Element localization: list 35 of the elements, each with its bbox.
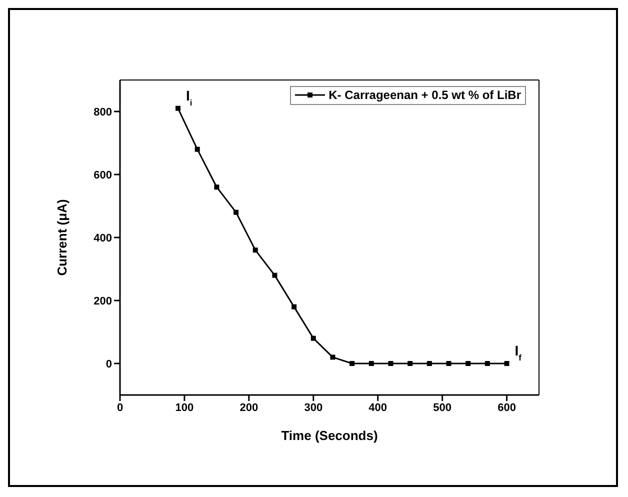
point xyxy=(484,361,490,366)
point xyxy=(466,361,471,366)
point xyxy=(446,361,452,366)
legend-label: K- Carrageenan + 0.5 wt % of LiBr xyxy=(328,88,521,102)
point xyxy=(368,361,374,366)
point xyxy=(214,184,220,190)
point xyxy=(176,106,181,111)
point xyxy=(426,361,432,366)
point xyxy=(330,354,336,360)
x-tick-label: 200 xyxy=(240,402,258,414)
point xyxy=(408,361,413,366)
x-tick-label: 500 xyxy=(433,402,452,414)
x-axis-title: Time (Seconds) xyxy=(281,428,378,443)
point xyxy=(194,146,200,152)
x-tick-label: 100 xyxy=(175,402,194,414)
y-tick-label: 400 xyxy=(94,232,112,244)
point xyxy=(252,248,258,253)
x-tick-label: 600 xyxy=(498,402,516,414)
point xyxy=(350,361,355,366)
y-axis-title: Current (μA) xyxy=(54,199,70,276)
point xyxy=(388,361,394,366)
y-tick-label: 800 xyxy=(94,106,112,118)
y-tick-label: 0 xyxy=(106,358,112,370)
annotation: I$_{i}$ xyxy=(186,87,192,108)
point xyxy=(234,210,239,215)
point xyxy=(272,272,278,278)
x-tick-label: 300 xyxy=(304,402,323,414)
x-tick-label: 400 xyxy=(368,402,388,414)
point xyxy=(504,361,510,366)
x-tick-label: 0 xyxy=(116,402,124,414)
point xyxy=(292,304,297,310)
y-tick-label: 200 xyxy=(94,295,112,308)
y-tick-label: 600 xyxy=(94,169,112,182)
annotation: I$_{f}$ xyxy=(514,342,522,362)
point xyxy=(310,336,316,341)
